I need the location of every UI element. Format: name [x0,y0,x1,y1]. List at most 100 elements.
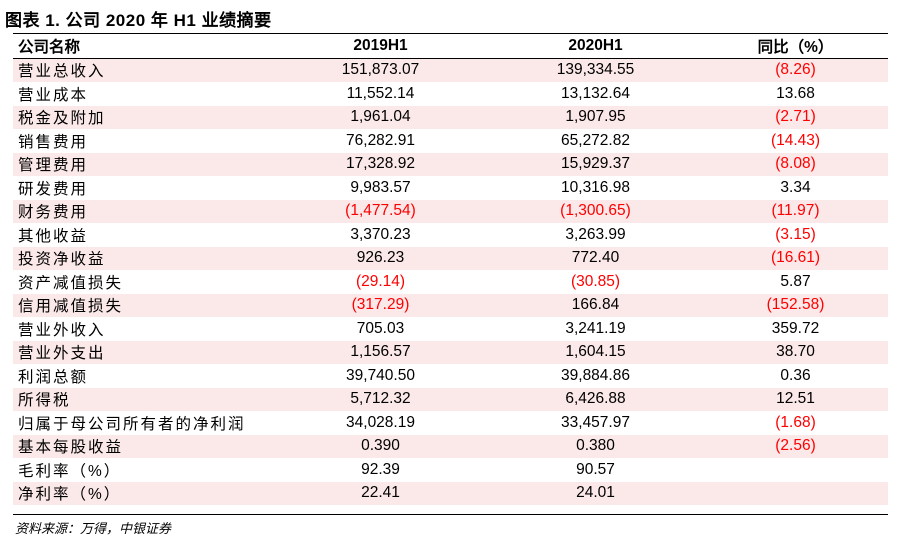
yoy-change-cell: (8.26) [703,58,888,82]
row-name-cell: 营业外收入 [18,321,106,339]
row-name-cell: 研发费用 [18,180,89,198]
yoy-change-cell: (8.08) [703,152,888,176]
row-name-cell: 营业外支出 [13,340,273,364]
yoy-change-cell: 359.72 [771,319,820,337]
yoy-change-cell: (16.61) [703,246,888,270]
yoy-change-cell: (1.68) [775,413,816,431]
value-2020h1-cell: 24.01 [488,481,703,505]
value-2020h1-cell: 33,457.97 [561,413,630,431]
value-2019h1-cell: 22.41 [273,481,488,505]
value-2020h1-cell: 0.380 [488,434,703,458]
value-2020h1-cell: (1,300.65) [488,199,703,223]
value-2019h1-cell: 151,873.07 [273,58,488,82]
value-2019h1-cell: 34,028.19 [346,413,415,431]
value-2019h1-cell: 926.23 [273,246,488,270]
row-name-cell: 投资净收益 [13,246,273,270]
row-name-cell: 基本每股收益 [13,434,273,458]
value-2020h1-cell: 772.40 [488,246,703,270]
table-row: 营业总收入 151,873.07 139,334.55 (8.26) [13,58,888,82]
value-2020h1-cell: (30.85) [570,272,621,290]
row-name-cell: 信用减值损失 [13,293,273,317]
value-2019h1-cell: 39,740.50 [346,366,415,384]
table-row: 净利率（%） 22.41 24.01 [13,481,888,505]
header-company-name: 公司名称 [13,34,273,59]
yoy-change-cell [703,458,888,482]
row-name-cell: 资产减值损失 [18,274,124,292]
value-2019h1-cell: 3,370.23 [350,225,411,243]
table-row: 投资净收益 926.23 772.40 (16.61) [13,246,888,270]
value-2019h1-cell: 92.39 [361,460,400,478]
yoy-change-cell: (11.97) [703,199,888,223]
table-row: 税金及附加 1,961.04 1,907.95 (2.71) [13,105,888,129]
table-row: 信用减值损失 (317.29) 166.84 (152.58) [13,293,888,317]
value-2020h1-cell: 13,132.64 [561,84,630,102]
value-2020h1-cell: 65,272.82 [561,131,630,149]
value-2019h1-cell: (317.29) [273,293,488,317]
yoy-change-cell [703,481,888,505]
yoy-change-cell: 38.70 [703,340,888,364]
value-2019h1-cell: 0.390 [273,434,488,458]
row-name-cell: 利润总额 [18,368,89,386]
table-row: 管理费用 17,328.92 15,929.37 (8.08) [13,152,888,176]
table-row: 营业成本 11,552.14 13,132.64 13.68 [13,82,888,106]
row-name-cell: 销售费用 [18,133,89,151]
figure-title: 图表 1. 公司 2020 年 H1 业绩摘要 [5,11,272,30]
table-row: 财务费用 (1,477.54) (1,300.65) (11.97) [13,199,888,223]
financial-summary-table: 公司名称 2019H1 2020H1 同比（%） 营业总收入 151,873.07… [13,34,888,505]
row-name-cell: 财务费用 [13,199,273,223]
table-row: 毛利率（%） 92.39 90.57 [13,458,888,482]
value-2019h1-cell: 11,552.14 [346,84,415,102]
value-2019h1-cell: 17,328.92 [273,152,488,176]
value-2019h1-cell: 705.03 [356,319,405,337]
value-2020h1-cell: 1,907.95 [488,105,703,129]
row-name-cell: 税金及附加 [13,105,273,129]
value-2020h1-cell: 1,604.15 [488,340,703,364]
table-row: 所得税 5,712.32 6,426.88 12.51 [13,387,888,411]
yoy-change-cell: 3.34 [780,178,811,196]
value-2020h1-cell: 3,241.19 [565,319,626,337]
value-2020h1-cell: 39,884.86 [561,366,630,384]
yoy-change-cell: 0.36 [780,366,811,384]
source-note: 资料来源：万得，中银证券 [15,521,172,536]
yoy-change-cell: (152.58) [703,293,888,317]
row-name-cell: 营业成本 [18,86,89,104]
value-2019h1-cell: 76,282.91 [346,131,415,149]
yoy-change-cell: 13.68 [776,84,815,102]
value-2019h1-cell: 9,983.57 [350,178,411,196]
table-header-row: 公司名称 2019H1 2020H1 同比（%） [13,34,888,59]
table-row: 利润总额 39,740.50 39,884.86 0.36 [13,364,888,388]
table-row: 销售费用 76,282.91 65,272.82 (14.43) [13,129,888,153]
yoy-change-cell: (3.15) [775,225,816,243]
value-2019h1-cell: 1,156.57 [273,340,488,364]
value-2019h1-cell: 5,712.32 [273,387,488,411]
table-row: 营业外支出 1,156.57 1,604.15 38.70 [13,340,888,364]
row-name-cell: 所得税 [13,387,273,411]
value-2020h1-cell: 139,334.55 [488,58,703,82]
value-2020h1-cell: 10,316.98 [561,178,630,196]
yoy-change-cell: 5.87 [780,272,811,290]
yoy-change-cell: (14.43) [770,131,821,149]
table-row: 营业外收入 705.03 3,241.19 359.72 [13,317,888,341]
yoy-change-cell: (2.71) [703,105,888,129]
table-row: 基本每股收益 0.390 0.380 (2.56) [13,434,888,458]
header-2020h1: 2020H1 [488,34,703,59]
value-2020h1-cell: 166.84 [488,293,703,317]
value-2020h1-cell: 90.57 [576,460,615,478]
yoy-change-cell: (2.56) [703,434,888,458]
table-bottom-rule [13,514,888,515]
value-2019h1-cell: (1,477.54) [273,199,488,223]
value-2020h1-cell: 6,426.88 [488,387,703,411]
header-yoy: 同比（%） [703,34,888,59]
table-row: 研发费用 9,983.57 10,316.98 3.34 [13,176,888,200]
header-2019h1: 2019H1 [273,34,488,59]
table-row: 资产减值损失 (29.14) (30.85) 5.87 [13,270,888,294]
row-name-cell: 其他收益 [18,227,89,245]
value-2019h1-cell: (29.14) [355,272,406,290]
table-top-rule [13,33,888,34]
row-name-cell: 归属于母公司所有者的净利润 [18,415,246,433]
value-2020h1-cell: 15,929.37 [488,152,703,176]
table-row: 归属于母公司所有者的净利润 34,028.19 33,457.97 (1.68) [13,411,888,435]
value-2019h1-cell: 1,961.04 [273,105,488,129]
table-row: 其他收益 3,370.23 3,263.99 (3.15) [13,223,888,247]
value-2020h1-cell: 3,263.99 [565,225,626,243]
